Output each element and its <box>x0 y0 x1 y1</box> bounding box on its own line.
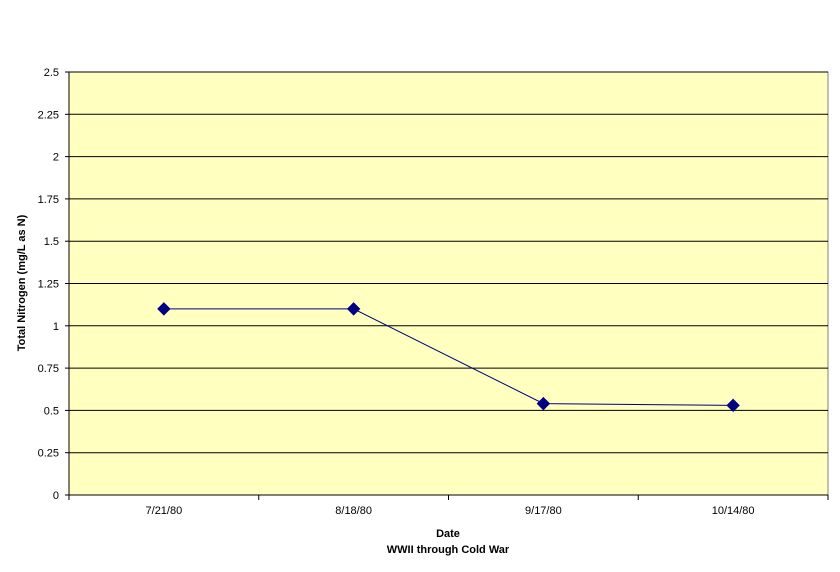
y-tick-label: 0 <box>53 490 59 502</box>
gridlines <box>69 71 828 454</box>
y-axis-title: Total Nitrogen (mg/L as N) <box>16 214 28 351</box>
y-tick-label: 0.75 <box>38 363 59 375</box>
x-tick-label: 7/21/80 <box>146 505 183 517</box>
y-tick-label: 2.5 <box>44 67 59 79</box>
x-tick-label: 10/14/80 <box>712 505 755 517</box>
y-tick-label: 2 <box>53 152 59 164</box>
y-tick-label: 1.75 <box>38 194 59 206</box>
x-tick-label: 8/18/80 <box>335 505 372 517</box>
series-line <box>163 308 734 406</box>
y-tick-label: 0.25 <box>38 448 59 460</box>
y-tick-label: 1.5 <box>44 236 59 248</box>
axes <box>65 71 829 500</box>
y-tick-label: 0.5 <box>44 405 59 417</box>
y-tick-label: 1 <box>53 321 59 333</box>
y-tick-label: 2.25 <box>38 109 59 121</box>
series <box>157 302 740 413</box>
y-tick-label: 1.25 <box>38 279 59 291</box>
data-point-marker <box>346 302 361 316</box>
data-point-marker <box>157 302 171 316</box>
y-tick-labels: 0 0.25 0.5 0.75 1 1.25 1.5 1.75 2 2.25 2.5 <box>38 67 59 502</box>
x-tick-labels: 7/21/80 8/18/80 9/17/80 10/14/80 <box>146 505 755 517</box>
x-tick-label: 9/17/80 <box>525 505 562 517</box>
data-point-marker <box>726 398 740 413</box>
data-point-marker <box>536 396 551 411</box>
x-axis-title: Date <box>436 528 460 540</box>
x-axis-subtitle: WWII through Cold War <box>387 544 510 556</box>
